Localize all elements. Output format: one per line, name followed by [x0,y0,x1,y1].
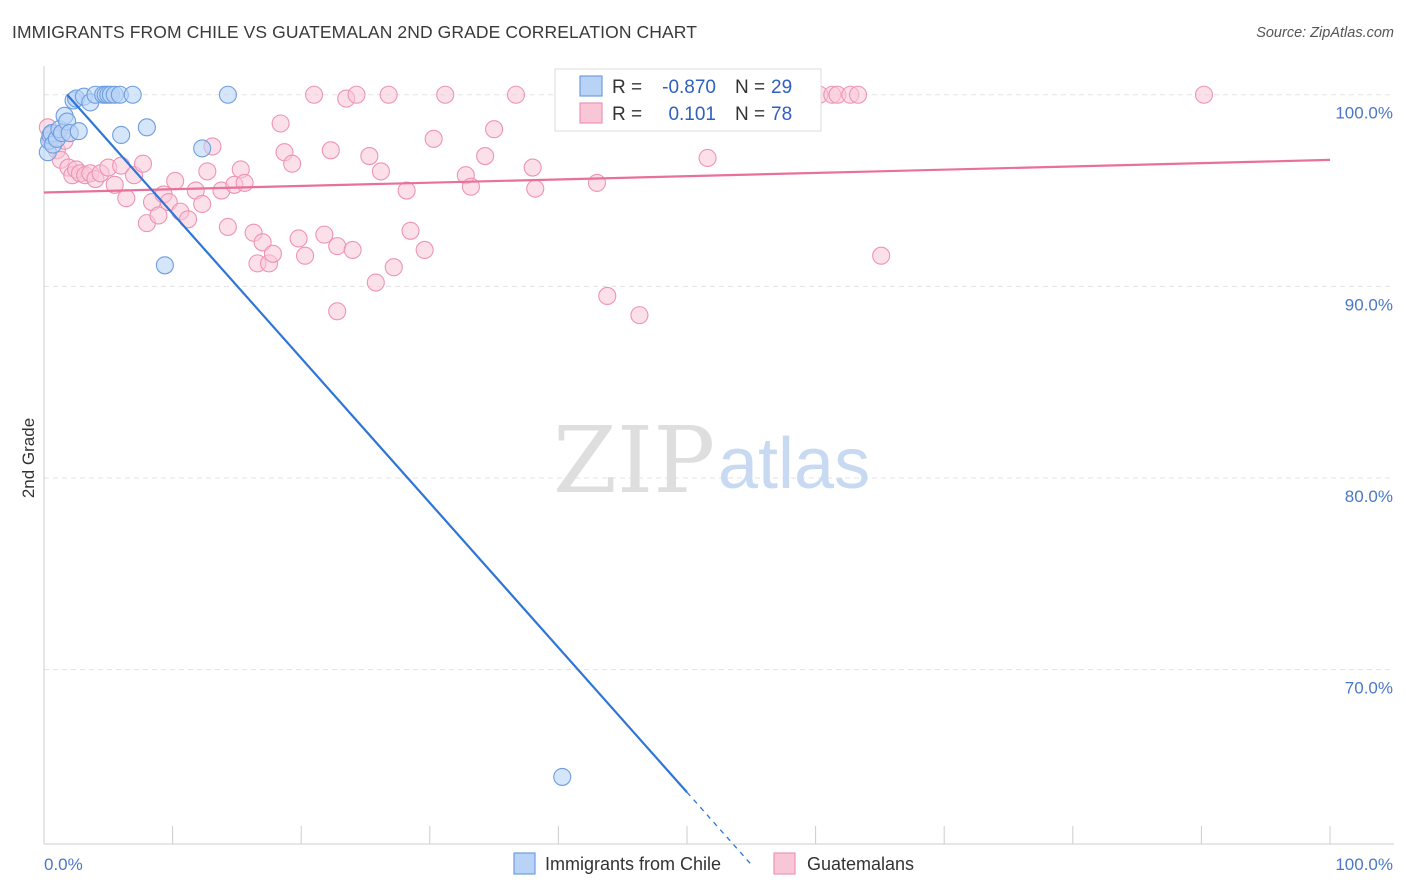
guatemalans-point-33 [218,217,237,237]
chile-trend-line [66,94,688,793]
stats-legend: R = -0.870 N = 29 R = 0.101 N = 78 [554,68,822,132]
legend-n-label-chile: N = [735,77,765,98]
guatemalans-point-57 [379,85,398,104]
y-tick-label-3: 70.0% [1345,679,1393,698]
series-legend-swatch-chile [513,852,536,875]
chile-point-13 [69,122,88,141]
guatemalans-point-17 [117,189,136,208]
guatemalans-point-69 [523,158,542,177]
guatemalans-point-62 [424,129,443,148]
guatemalans-point-80 [872,246,891,265]
guatemalans-point-66 [476,147,495,166]
series-legend-label-chile: Immigrants from Chile [545,854,721,874]
legend-n-value-guatemalans: 78 [771,104,792,125]
series-legend: Immigrants from Chile Guatemalans [513,852,914,875]
guatemalans-point-42 [271,114,290,133]
legend-r-label-guatemalans: R = [612,104,642,125]
legend-r-value-guatemalans: 0.101 [668,104,716,125]
chile-point-24 [123,85,142,104]
axes [43,66,1394,845]
guatemalans-point-56 [371,162,390,181]
legend-swatch-chile [579,75,603,97]
guatemalans-point-44 [283,154,302,173]
chile-point-27 [193,139,212,158]
guatemalans-point-19 [133,154,153,173]
guatemalans-point-52 [343,240,362,260]
legend-n-value-chile: 29 [771,77,792,98]
guatemalans-point-71 [587,173,607,192]
legend-swatch-guatemalans [579,102,603,124]
y-tick-label-1: 90.0% [1345,295,1393,314]
guatemalans-point-41 [263,244,282,263]
guatemalans-point-39 [253,233,272,252]
x-tick-label-1: 100.0% [1335,855,1393,874]
x-tick-labels: 0.0% 100.0% [44,855,1393,874]
guatemalans-trend-line [43,158,1331,194]
guatemalans-point-46 [296,246,315,265]
guatemalans-point-68 [506,85,526,104]
chile-points [38,85,572,786]
y-axis-label: 2nd Grade [19,418,38,498]
series-legend-swatch-guatemalans [773,852,796,875]
chile-point-29 [553,767,572,786]
guatemalans-point-55 [366,273,385,292]
guatemalans-point-70 [526,179,545,198]
y-tick-label-0: 100.0% [1335,104,1393,123]
legend-n-label-guatemalans: N = [735,104,765,125]
guatemalans-point-45 [289,229,308,248]
guatemalans-point-61 [415,240,434,260]
guatemalans-point-73 [630,306,649,325]
guatemalans-point-82 [328,302,347,321]
guatemalans-point-47 [305,85,324,104]
guatemalans-point-60 [401,221,420,240]
guatemalans-point-50 [328,237,347,256]
guatemalans-point-74 [698,148,717,168]
y-tick-labels: 100.0% 90.0% 80.0% 70.0% [1335,104,1393,698]
chile-point-23 [112,125,131,145]
series-legend-label-guatemalans: Guatemalans [807,854,914,874]
guatemalans-point-58 [384,258,403,277]
chile-point-28 [218,85,237,104]
guatemalans-point-27 [178,210,198,229]
guatemalans-point-53 [347,85,366,104]
guatemalans-point-22 [149,206,168,225]
guatemalans-point-36 [235,173,254,192]
guatemalans-point-25 [166,171,185,191]
chart-title: IMMIGRANTS FROM CHILE VS GUATEMALAN 2ND … [12,22,697,42]
guatemalans-point-63 [436,85,455,104]
guatemalans-point-30 [198,162,217,181]
guatemalans-point-29 [193,194,212,214]
legend-r-label-chile: R = [612,77,642,98]
guatemalans-point-49 [321,141,340,160]
y-tick-label-2: 80.0% [1345,487,1393,506]
guatemalans-point-54 [360,147,379,166]
source-credit: Source: ZipAtlas.com [1256,25,1394,41]
legend-r-value-chile: -0.870 [662,77,716,98]
x-tick-label-0: 0.0% [44,855,83,874]
guatemalans-point-59 [397,181,416,200]
trend-lines [43,94,1331,866]
watermark-atlas: atlas [718,424,870,504]
guatemalans-point-67 [485,120,504,139]
watermark-zip: ZIP [553,407,715,514]
guatemalans-point-72 [598,286,617,306]
chile-point-25 [137,118,156,137]
chile-trend-extension [686,791,752,866]
chile-point-26 [155,256,174,275]
guatemalans-point-81 [1194,85,1214,104]
guatemalans-point-79 [848,85,868,104]
watermark: ZIP atlas [553,407,870,514]
guatemalans-point-15 [105,175,124,194]
guatemalans-point-48 [315,225,334,244]
